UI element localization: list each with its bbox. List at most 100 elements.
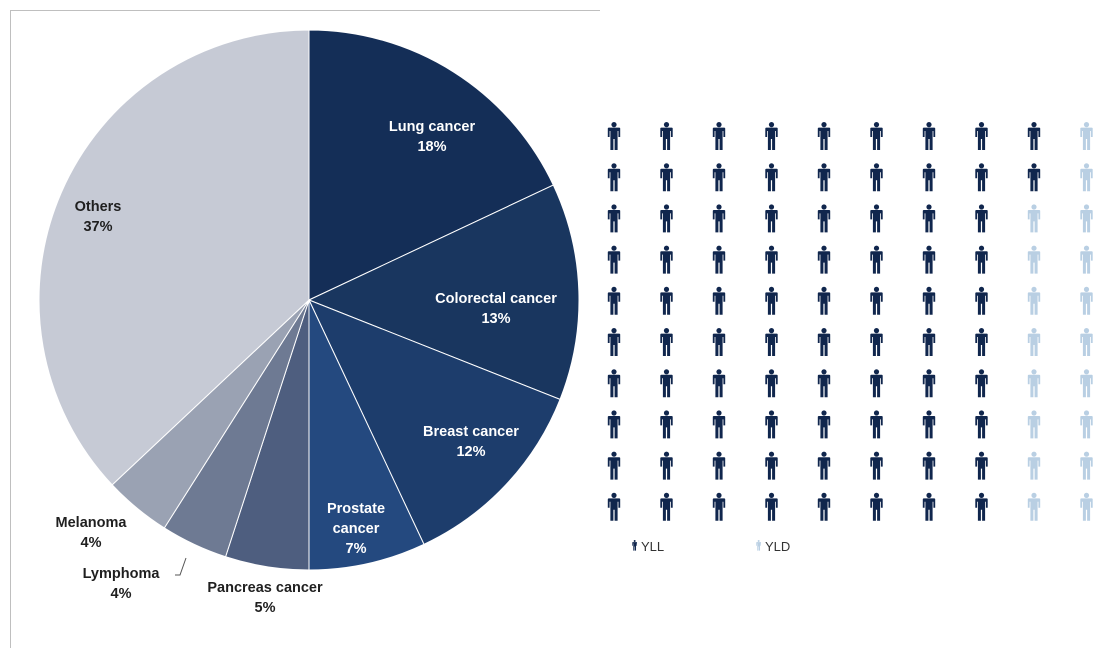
slice-label-others-name: Others xyxy=(75,199,122,215)
yll-person-icon xyxy=(975,328,988,356)
yll-person-icon xyxy=(870,328,883,356)
slice-label-lymphoma-name: Lymphoma xyxy=(83,566,161,582)
legend-yll-person-icon xyxy=(632,540,638,551)
yll-person-icon xyxy=(607,451,621,480)
yll-person-icon xyxy=(765,163,778,192)
pie-slices xyxy=(38,29,580,571)
yld-person-icon xyxy=(1080,204,1093,233)
yll-person-icon xyxy=(817,122,831,150)
yll-person-icon xyxy=(922,369,936,398)
yld-person-icon xyxy=(1080,163,1093,192)
yll-person-icon xyxy=(817,451,831,480)
slice-label-prostate-value: 7% xyxy=(346,541,367,557)
legend-yll-label: YLL xyxy=(641,539,664,554)
yll-person-icon xyxy=(712,328,726,356)
yll-person-icon xyxy=(765,204,778,233)
yll-person-icon xyxy=(660,163,673,192)
yll-person-icon xyxy=(607,492,621,521)
pictogram-chart: YLL YLD xyxy=(607,122,1093,554)
yll-person-icon xyxy=(607,122,621,150)
yll-person-icon xyxy=(712,286,726,315)
yld-person-icon xyxy=(1080,122,1093,150)
slice-label-melanoma-value: 4% xyxy=(81,535,102,551)
pie-slice-colorectal-cancer xyxy=(307,184,580,401)
yll-person-icon xyxy=(712,369,726,398)
slice-label-lung-name: Lung cancer xyxy=(389,119,476,135)
yll-person-icon xyxy=(975,245,988,274)
yld-person-icon xyxy=(1080,451,1093,480)
yll-person-icon xyxy=(870,286,883,315)
yll-person-icon xyxy=(870,410,883,439)
yll-person-icon xyxy=(607,286,621,315)
slice-label-colorectal-value: 13% xyxy=(481,311,510,327)
yld-person-icon xyxy=(1080,245,1093,274)
slice-label-breast-value: 12% xyxy=(456,444,485,460)
yll-person-icon xyxy=(975,492,988,521)
yll-person-icon xyxy=(765,369,778,398)
yll-person-icon xyxy=(870,122,883,150)
yll-person-icon xyxy=(1027,163,1041,192)
yll-person-icon xyxy=(607,369,621,398)
yll-person-icon xyxy=(922,286,936,315)
yld-person-icon xyxy=(1027,245,1041,274)
slice-label-others-value: 37% xyxy=(83,219,112,235)
yll-person-icon xyxy=(660,369,673,398)
yld-person-icon xyxy=(1027,286,1041,315)
yll-person-icon xyxy=(607,163,621,192)
yll-person-icon xyxy=(712,451,726,480)
lymphoma-leader-line xyxy=(175,557,187,576)
yld-person-icon xyxy=(1027,328,1041,356)
yll-person-icon xyxy=(975,122,988,150)
yll-person-icon xyxy=(870,451,883,480)
slice-label-melanoma-name: Melanoma xyxy=(56,515,128,531)
yll-person-icon xyxy=(660,245,673,274)
yll-person-icon xyxy=(870,163,883,192)
yll-person-icon xyxy=(975,163,988,192)
yld-person-icon xyxy=(1080,492,1093,521)
yll-person-icon xyxy=(607,328,621,356)
yll-person-icon xyxy=(922,451,936,480)
pie-slice-prostate-cancer xyxy=(308,299,425,571)
split-person-icon xyxy=(1027,204,1041,233)
yll-person-icon xyxy=(922,492,936,521)
yll-person-icon xyxy=(870,245,883,274)
yll-person-icon xyxy=(817,369,831,398)
yll-person-icon xyxy=(975,286,988,315)
legend-yld-person-icon xyxy=(756,540,762,551)
slice-label-lymphoma-value: 4% xyxy=(111,586,132,602)
yll-person-icon xyxy=(870,492,883,521)
legend-yld-label: YLD xyxy=(765,539,790,554)
yld-person-icon xyxy=(1080,369,1093,398)
yll-person-icon xyxy=(975,451,988,480)
yll-person-icon xyxy=(975,204,988,233)
yld-person-icon xyxy=(1080,410,1093,439)
yll-person-icon xyxy=(712,122,726,150)
yll-person-icon xyxy=(817,245,831,274)
yll-person-icon xyxy=(660,286,673,315)
yll-person-icon xyxy=(765,122,778,150)
yll-person-icon xyxy=(765,451,778,480)
yld-person-icon xyxy=(1027,492,1041,521)
yld-person-icon xyxy=(1027,369,1041,398)
pie-slice-breast-cancer xyxy=(308,299,561,545)
yll-person-icon xyxy=(660,122,673,150)
yld-person-icon xyxy=(1080,328,1093,356)
pictogram-legend: YLL YLD xyxy=(632,539,790,554)
slice-label-lung-value: 18% xyxy=(417,139,446,155)
yll-person-icon xyxy=(660,410,673,439)
yll-person-icon xyxy=(817,328,831,356)
yll-person-icon xyxy=(712,204,726,233)
yll-person-icon xyxy=(922,204,936,233)
slice-label-colorectal-name: Colorectal cancer xyxy=(435,291,557,307)
slice-label-prostate-line2: cancer xyxy=(333,521,380,537)
yll-person-icon xyxy=(1027,122,1041,150)
yll-person-icon xyxy=(765,286,778,315)
pie-labels: Lung cancer 18% Colorectal cancer 13% Br… xyxy=(56,119,558,616)
yll-person-icon xyxy=(817,204,831,233)
yll-person-icon xyxy=(712,492,726,521)
yll-person-icon xyxy=(922,122,936,150)
yld-person-icon xyxy=(1027,410,1041,439)
yld-person-icon xyxy=(1027,451,1041,480)
yll-person-icon xyxy=(660,328,673,356)
